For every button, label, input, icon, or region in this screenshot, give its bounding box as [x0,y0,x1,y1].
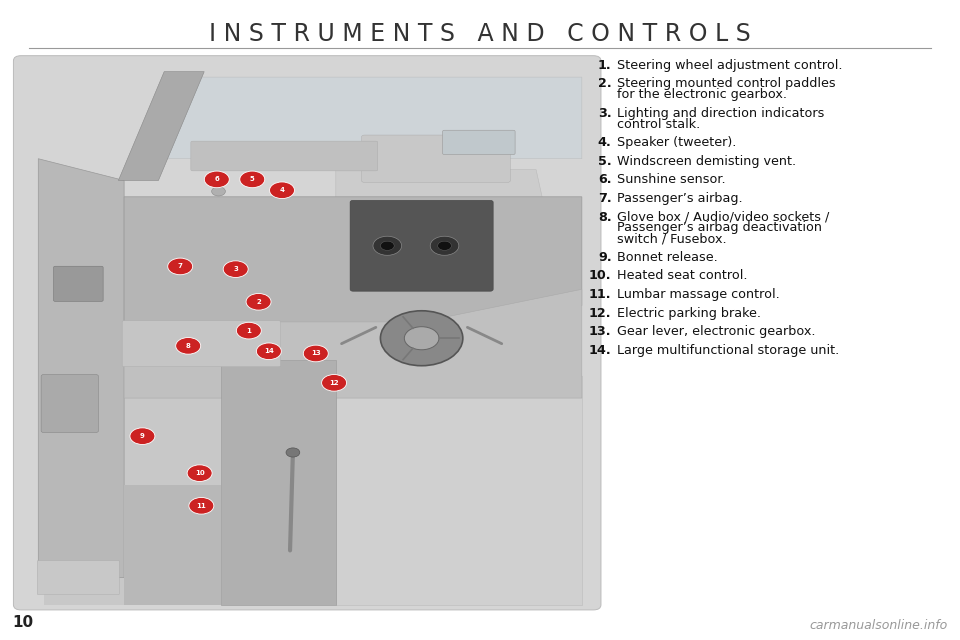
Circle shape [430,236,459,255]
Text: I N S T R U M E N T S   A N D   C O N T R O L S: I N S T R U M E N T S A N D C O N T R O … [209,22,751,46]
Text: 1.: 1. [598,59,612,72]
Text: 2.: 2. [598,77,612,90]
Text: Steering wheel adjustment control.: Steering wheel adjustment control. [617,59,843,72]
FancyBboxPatch shape [191,141,378,171]
Text: 10: 10 [12,616,34,630]
Text: 14: 14 [264,348,274,355]
FancyBboxPatch shape [54,266,103,301]
Text: 1: 1 [247,328,252,333]
Text: Glove box / Audio/video sockets /: Glove box / Audio/video sockets / [617,211,829,223]
Text: 10.: 10. [589,269,612,282]
Text: Passenger’s airbag.: Passenger’s airbag. [617,192,743,205]
Text: for the electronic gearbox.: for the electronic gearbox. [617,88,787,101]
Text: Large multifunctional storage unit.: Large multifunctional storage unit. [617,344,840,356]
Text: Windscreen demisting vent.: Windscreen demisting vent. [617,155,797,168]
Text: 3: 3 [233,266,238,272]
Text: Electric parking brake.: Electric parking brake. [617,307,761,319]
Circle shape [211,187,226,196]
Text: Lumbar massage control.: Lumbar massage control. [617,288,780,301]
Polygon shape [164,77,582,159]
Text: 13: 13 [311,351,321,356]
Text: 10: 10 [195,470,204,476]
Text: 12: 12 [329,380,339,386]
Text: 4.: 4. [598,136,612,149]
Polygon shape [38,159,124,577]
Polygon shape [118,72,204,180]
FancyBboxPatch shape [350,200,493,291]
Text: 3.: 3. [598,107,612,120]
Text: 9: 9 [140,433,145,439]
Circle shape [404,326,439,350]
Circle shape [303,345,328,362]
FancyBboxPatch shape [37,561,119,595]
Polygon shape [222,360,336,605]
Circle shape [438,241,451,250]
Circle shape [373,236,401,255]
FancyBboxPatch shape [122,321,280,367]
Text: Passenger’s airbag deactivation: Passenger’s airbag deactivation [617,221,823,234]
Text: 11: 11 [197,503,206,509]
Polygon shape [336,376,582,605]
Circle shape [223,261,248,278]
Text: 8: 8 [185,343,191,349]
Text: 6: 6 [214,177,219,182]
Circle shape [204,171,229,188]
Circle shape [168,258,193,275]
Text: 13.: 13. [589,325,612,338]
Text: 2: 2 [256,299,261,305]
Text: 11.: 11. [589,288,612,301]
Text: 5.: 5. [598,155,612,168]
Text: Steering mounted control paddles: Steering mounted control paddles [617,77,836,90]
Circle shape [240,171,265,188]
Text: control stalk.: control stalk. [617,118,701,131]
Circle shape [270,182,295,198]
Circle shape [322,374,347,391]
Circle shape [189,497,214,514]
Circle shape [236,323,261,339]
Circle shape [286,448,300,457]
Text: 7.: 7. [598,192,612,205]
Text: Sunshine sensor.: Sunshine sensor. [617,173,726,186]
Text: carmanualsonline.info: carmanualsonline.info [809,620,948,632]
Text: Heated seat control.: Heated seat control. [617,269,748,282]
Circle shape [256,343,281,360]
Text: 5: 5 [250,177,254,182]
FancyBboxPatch shape [41,374,98,433]
Polygon shape [124,289,582,398]
FancyBboxPatch shape [13,56,601,610]
FancyBboxPatch shape [443,131,516,155]
Polygon shape [44,398,582,605]
Text: Gear lever, electronic gearbox.: Gear lever, electronic gearbox. [617,325,816,338]
Circle shape [246,294,271,310]
Circle shape [176,337,201,354]
Text: 14.: 14. [588,344,612,356]
Polygon shape [124,485,222,605]
Text: 12.: 12. [589,307,612,319]
Text: 8.: 8. [598,211,612,223]
Polygon shape [336,170,582,376]
Text: 7: 7 [178,264,182,269]
Text: 4: 4 [279,188,284,193]
Text: switch / Fusebox.: switch / Fusebox. [617,232,727,245]
Text: Bonnet release.: Bonnet release. [617,251,718,264]
Circle shape [380,241,395,250]
Text: Lighting and direction indicators: Lighting and direction indicators [617,107,825,120]
FancyBboxPatch shape [362,135,511,182]
Text: Speaker (tweeter).: Speaker (tweeter). [617,136,736,149]
Circle shape [380,311,463,365]
Text: 9.: 9. [598,251,612,264]
Text: 6.: 6. [598,173,612,186]
Circle shape [187,465,212,481]
Circle shape [130,428,155,444]
Polygon shape [124,197,582,333]
